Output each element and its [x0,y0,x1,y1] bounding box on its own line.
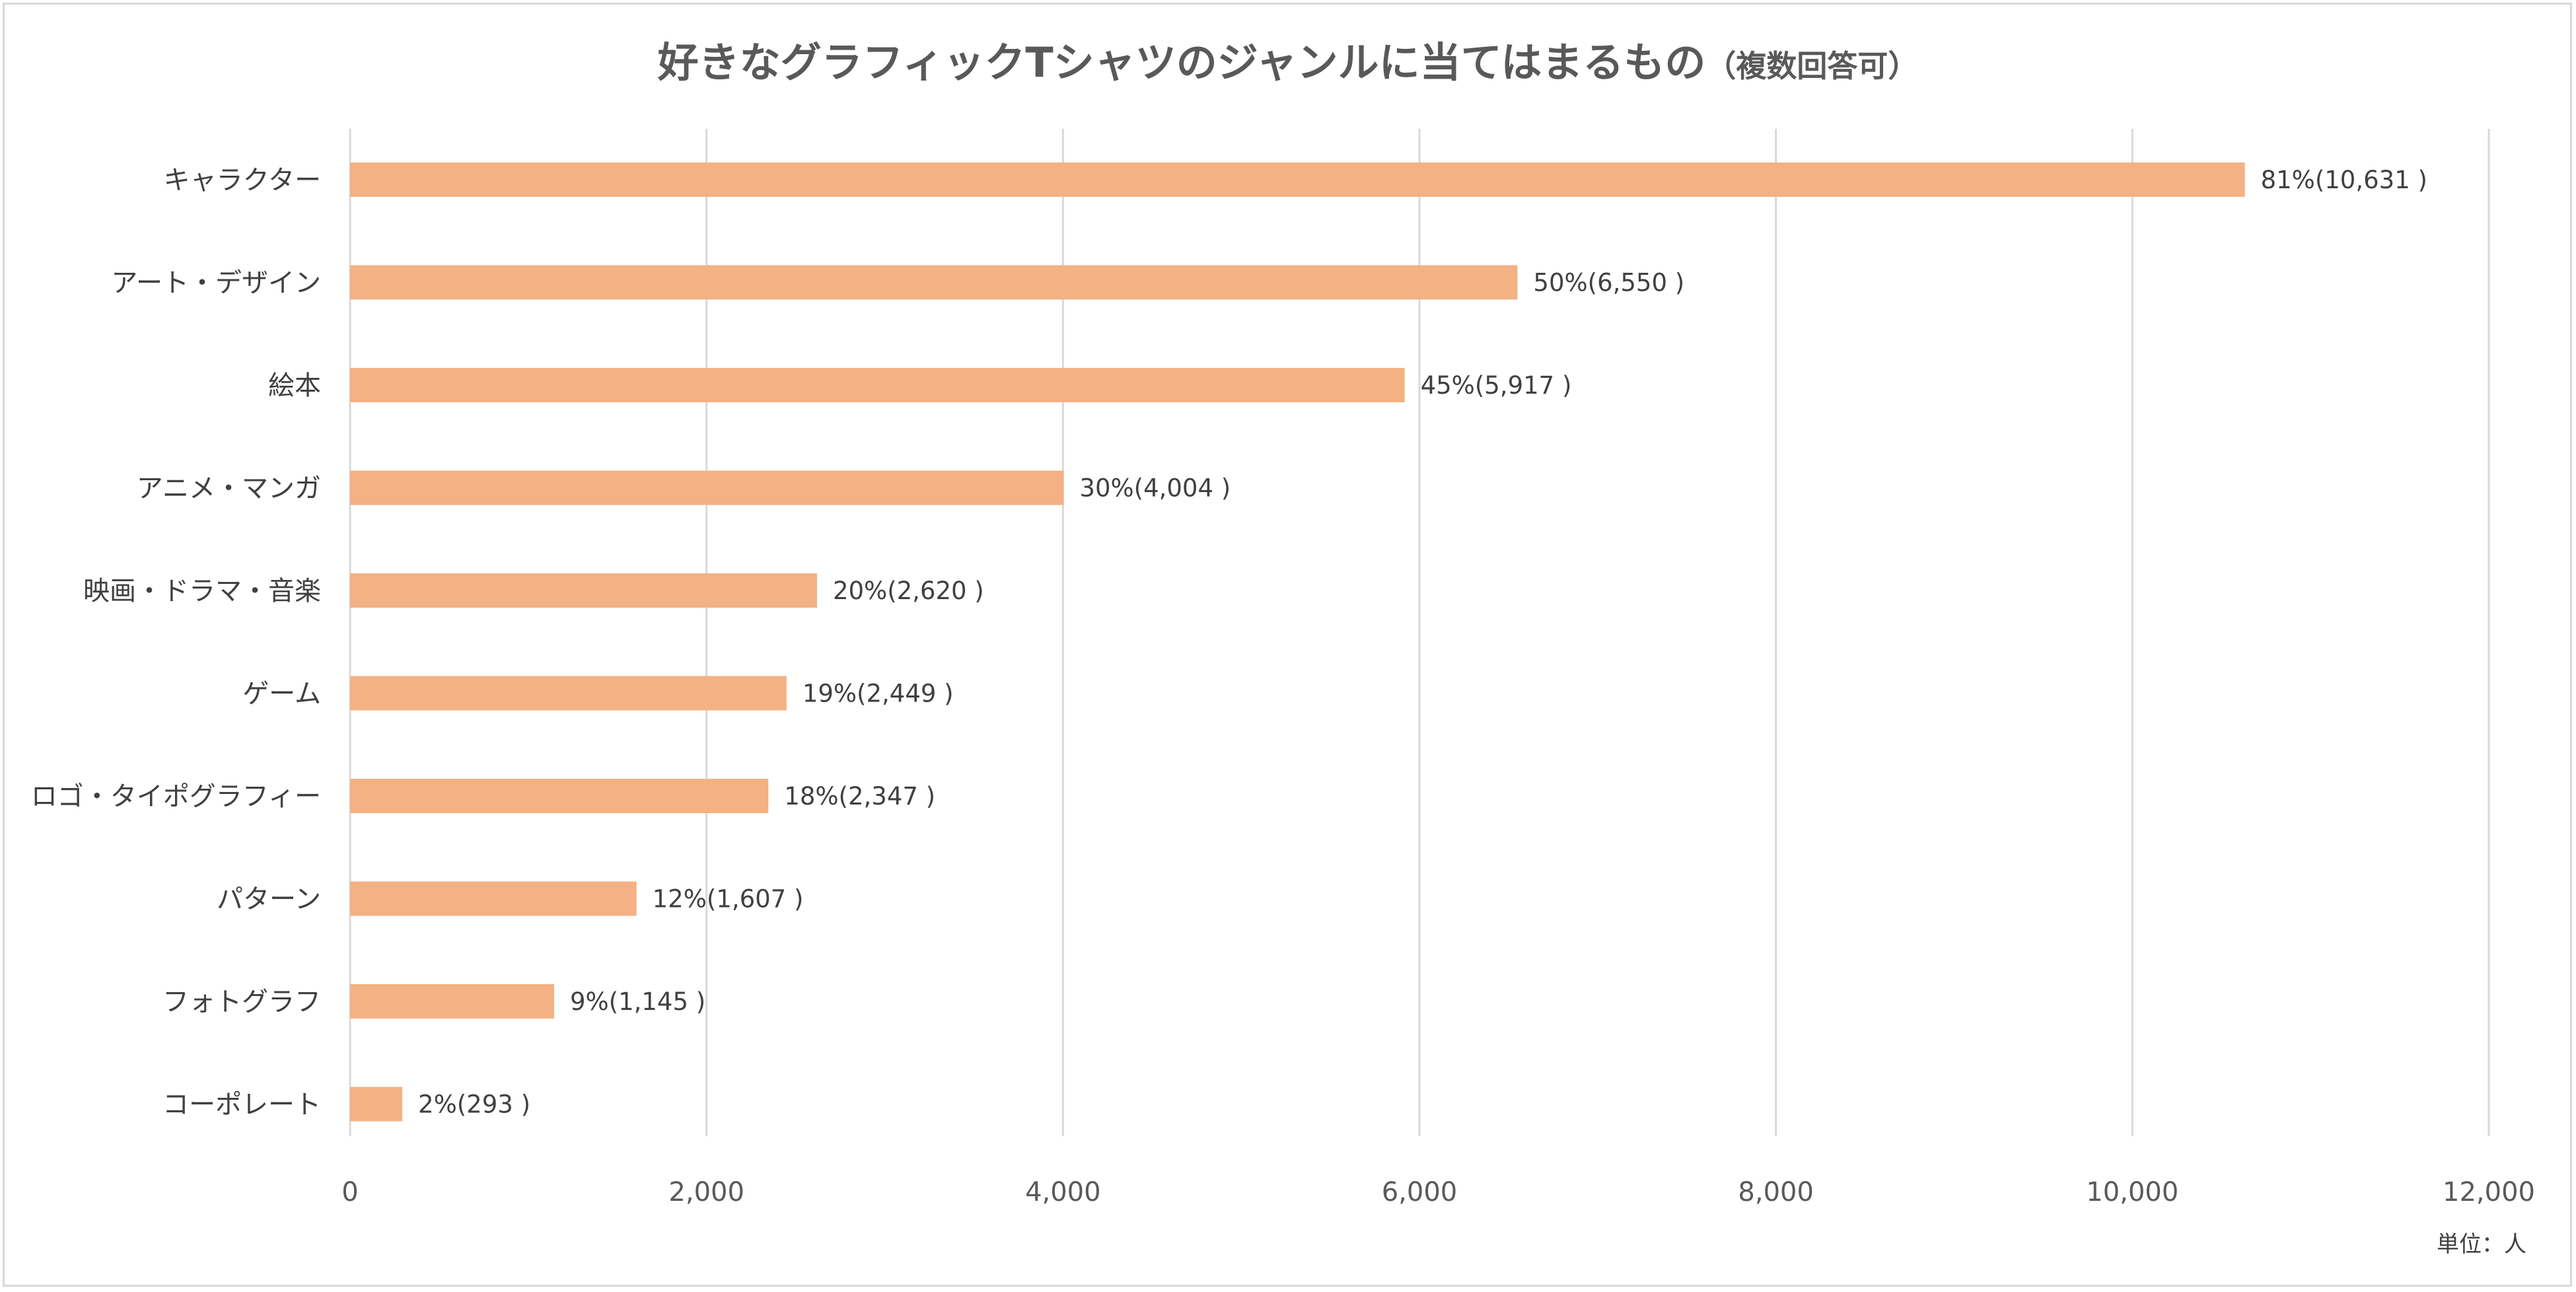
chart-title: 好きなグラフィックTシャツのジャンルに当てはまるもの（複数回答可） [0,29,2576,89]
labels: 0 2,000 4,000 6,000 8,000 10,000 12,000 キャラクター 8… [31,165,2535,1207]
bar [350,162,2245,197]
x-tick-label: 2,000 [668,1177,744,1207]
data-label: 20%(2,620 ) [833,577,984,605]
category-label: アート・デザイン [111,268,321,299]
bar [350,779,769,813]
category-label: コーポレート [162,1090,321,1120]
category-label: ロゴ・タイポグラフィー [31,781,321,812]
data-label: 19%(2,449 ) [803,680,954,708]
bar [350,676,787,711]
data-label: 12%(1,607 ) [653,885,804,914]
bar [350,881,637,916]
chart-subtitle: （複数回答可） [1705,48,1919,84]
data-label: 81%(10,631 ) [2261,166,2427,194]
bar [350,470,1064,505]
bar [350,265,1518,300]
chart-frame [3,3,2572,1287]
category-label: パターン [217,884,321,915]
bar [350,368,1405,402]
bar [350,984,554,1019]
data-label: 9%(1,145 ) [570,987,705,1016]
x-tick-label: 0 [341,1177,358,1207]
x-tick-label: 12,000 [2443,1177,2535,1207]
x-tick-label: 4,000 [1025,1177,1101,1207]
category-label: 絵本 [268,371,321,401]
x-tick-label: 10,000 [2086,1177,2178,1207]
chart-title-text: 好きなグラフィックTシャツのジャンルに当てはまるもの [657,38,1706,87]
category-label: アニメ・マンガ [137,474,321,504]
category-label: フォトグラフ [162,987,321,1017]
bar [350,1087,403,1122]
data-label: 50%(6,550 ) [1533,269,1684,297]
x-tick-label: 8,000 [1738,1177,1814,1207]
category-label: ゲーム [242,679,321,709]
bar [350,573,817,608]
data-label: 30%(4,004 ) [1079,474,1231,503]
category-label: キャラクター [164,165,321,196]
data-label: 45%(5,917 ) [1421,371,1572,400]
x-tick-label: 6,000 [1382,1177,1458,1207]
data-label: 18%(2,347 ) [784,782,935,810]
bars [350,162,2245,1122]
unit-label: 単位：人 [2437,1231,2526,1258]
category-label: 映画・ドラマ・音楽 [83,576,321,606]
data-label: 2%(293 ) [418,1091,530,1119]
